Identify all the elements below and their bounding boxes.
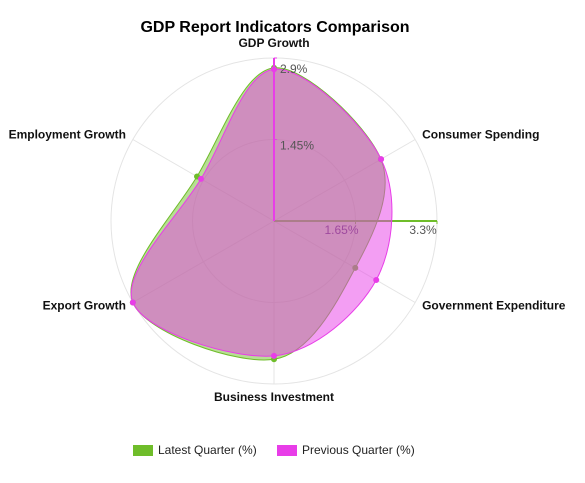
- legend-swatch: [277, 445, 297, 456]
- data-point: [129, 299, 136, 306]
- data-point: [271, 352, 277, 359]
- indicator-label: GDP Growth: [238, 36, 309, 50]
- indicator-label: Consumer Spending: [422, 128, 539, 142]
- data-point: [378, 156, 385, 163]
- legend-label: Latest Quarter (%): [158, 443, 257, 457]
- data-point: [197, 175, 204, 182]
- legend-label: Previous Quarter (%): [302, 443, 415, 457]
- tick-label: 2.9%: [280, 62, 308, 76]
- data-point: [373, 277, 380, 284]
- legend-swatch: [133, 445, 153, 456]
- indicator-label: Government Expenditure: [422, 299, 566, 313]
- indicator-label: Employment Growth: [9, 128, 126, 142]
- indicator-label: Export Growth: [43, 299, 126, 313]
- tick-label: 3.3%: [409, 223, 437, 237]
- data-point: [271, 66, 277, 73]
- tick-label: 1.45%: [280, 139, 314, 153]
- chart-title: GDP Report Indicators Comparison: [140, 19, 409, 36]
- indicator-label: Business Investment: [214, 390, 334, 404]
